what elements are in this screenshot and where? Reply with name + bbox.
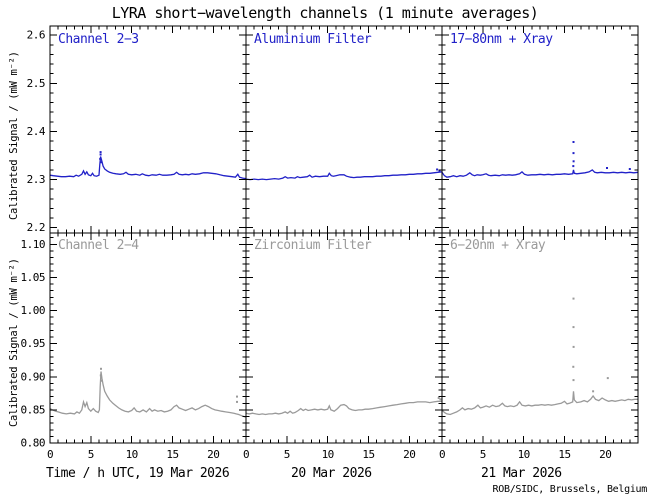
series-line-channel_2_3-21-Mar-2026 xyxy=(441,169,639,178)
x-tick-label: 15 xyxy=(558,448,570,461)
panel-border xyxy=(441,25,639,234)
x-axis-caption-19-mar: Time / h UTC, 19 Mar 2026 xyxy=(46,466,230,481)
spike-dot-channel_2_4 xyxy=(572,365,575,368)
spike-dot-channel_2_4 xyxy=(592,390,595,393)
x-axis-caption-21-mar: 21 Mar 2026 xyxy=(481,466,562,481)
x-tick-label: 5 xyxy=(284,448,290,461)
spike-dot-channel_2_3 xyxy=(606,167,608,169)
panel-label-6-20nm-xray: 6−20nm + Xray xyxy=(450,238,546,253)
series-line-channel_2_4-19-Mar-2026 xyxy=(49,371,247,418)
x-tick-label: 20 xyxy=(403,448,415,461)
series-line-channel_2_3-20-Mar-2026 xyxy=(245,171,443,181)
spike-dot-channel_2_3 xyxy=(572,160,575,163)
x-tick-label: 5 xyxy=(480,448,486,461)
spike-dot-channel_2_4 xyxy=(439,398,442,401)
x-tick-label: 20 xyxy=(207,448,219,461)
y-tick-label: 2.3 xyxy=(27,173,45,186)
x-tick-label: 15 xyxy=(166,448,178,461)
y-axis-title-top-row: Calibrated Signal / (mW m⁻²) xyxy=(8,51,20,220)
spike-dot-channel_2_3 xyxy=(99,153,102,156)
y-axis-title-bottom-row: Calibrated Signal / (mW m⁻²) xyxy=(8,258,20,427)
spike-dot-channel_2_3 xyxy=(572,141,575,143)
panel-border xyxy=(245,25,443,234)
spike-dot-channel_2_4 xyxy=(572,297,575,300)
x-tick-label: 0 xyxy=(47,448,53,461)
y-tick-label: 2.4 xyxy=(27,125,46,138)
spike-dot-channel_2_4 xyxy=(236,400,238,403)
panel-border xyxy=(49,25,247,234)
spike-dot-channel_2_4 xyxy=(437,397,440,399)
panel-label-channel-2-3: Channel 2−3 xyxy=(58,32,139,47)
spike-dot-channel_2_4 xyxy=(606,377,609,380)
panel-border xyxy=(49,232,247,444)
spike-dot-channel_2_3 xyxy=(100,161,102,164)
x-tick-label: 0 xyxy=(243,448,249,461)
spike-dot-channel_2_4 xyxy=(100,367,102,370)
y-tick-label: 0.80 xyxy=(21,437,46,450)
spike-dot-channel_2_3 xyxy=(628,168,631,170)
x-tick-label: 10 xyxy=(126,448,138,461)
x-axis-caption-20-mar: 20 Mar 2026 xyxy=(291,466,372,481)
credit-line: ROB/SIDC, Brussels, Belgium xyxy=(492,484,648,495)
chart-title: LYRA short−wavelength channels (1 minute… xyxy=(111,4,539,22)
panel-border xyxy=(441,232,639,444)
spike-dot-channel_2_3 xyxy=(572,152,575,155)
x-tick-label: 15 xyxy=(362,448,374,461)
spike-dot-channel_2_3 xyxy=(436,168,439,171)
panel-label-channel-2-4: Channel 2−4 xyxy=(58,238,139,253)
spike-dot-channel_2_3 xyxy=(99,151,102,154)
series-line-channel_2_4-20-Mar-2026 xyxy=(245,400,442,416)
panel-border xyxy=(245,232,443,444)
y-tick-label: 0.85 xyxy=(21,403,46,416)
spike-dot-channel_2_4 xyxy=(99,374,102,377)
panel-label-zirconium-filter: Zirconium Filter xyxy=(254,238,372,253)
y-tick-label: 2.2 xyxy=(27,221,45,234)
spike-dot-channel_2_3 xyxy=(99,157,102,160)
x-tick-label: 0 xyxy=(439,448,445,461)
spike-dot-channel_2_4 xyxy=(236,395,238,398)
y-tick-label: 0.95 xyxy=(21,337,46,350)
y-tick-label: 1.05 xyxy=(21,271,46,284)
x-tick-label: 5 xyxy=(88,448,94,461)
series-line-channel_2_3-19-Mar-2026 xyxy=(49,156,247,180)
y-tick-label: 1.00 xyxy=(21,304,46,317)
panel-label-aluminium-filter: Aluminium Filter xyxy=(254,32,372,47)
y-tick-label: 0.90 xyxy=(21,370,46,383)
x-tick-label: 10 xyxy=(322,448,334,461)
y-tick-label: 1.10 xyxy=(21,238,46,251)
x-tick-label: 10 xyxy=(518,448,530,461)
spike-dot-channel_2_3 xyxy=(572,165,575,168)
x-tick-label: 20 xyxy=(599,448,611,461)
spike-dot-channel_2_4 xyxy=(572,345,575,348)
series-line-channel_2_4-21-Mar-2026 xyxy=(441,391,638,416)
y-tick-label: 2.5 xyxy=(27,77,45,90)
y-tick-label: 2.6 xyxy=(27,29,45,42)
spike-dot-channel_2_4 xyxy=(572,379,575,382)
panel-label-17-80nm-xray: 17−80nm + Xray xyxy=(450,32,553,47)
spike-dot-channel_2_4 xyxy=(572,326,575,329)
spike-dot-channel_2_4 xyxy=(100,379,103,382)
spike-dot-channel_2_3 xyxy=(438,169,441,172)
